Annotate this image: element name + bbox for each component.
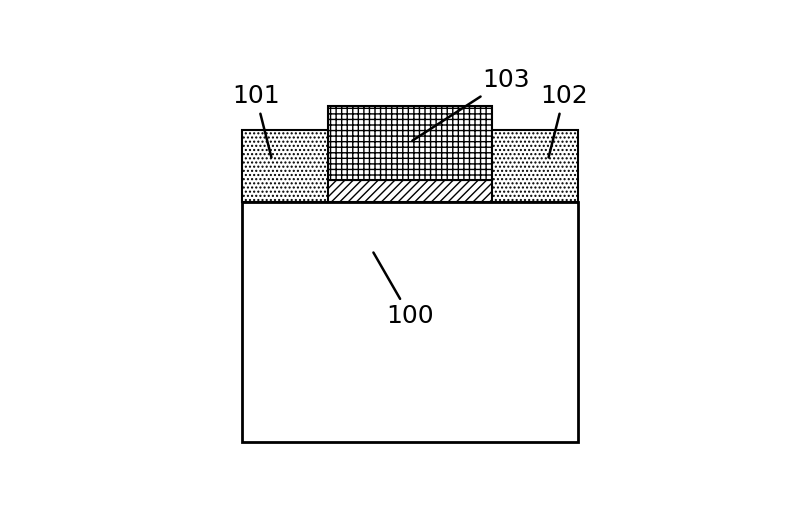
Bar (242, 130, 330, 202)
Text: 103: 103 (412, 69, 530, 141)
Text: 101: 101 (232, 84, 280, 157)
Bar (328, 180, 492, 202)
Bar (490, 130, 578, 202)
Bar (242, 202, 578, 442)
Text: 100: 100 (374, 253, 434, 328)
Bar (328, 106, 492, 180)
Text: 102: 102 (540, 84, 588, 157)
